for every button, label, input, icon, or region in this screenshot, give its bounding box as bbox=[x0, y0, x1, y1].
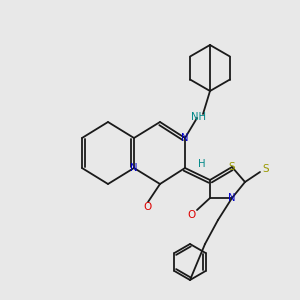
Text: S: S bbox=[263, 164, 269, 174]
Text: O: O bbox=[144, 202, 152, 212]
Text: H: H bbox=[198, 159, 206, 169]
Text: N: N bbox=[181, 133, 189, 143]
Text: N: N bbox=[228, 193, 236, 203]
Text: S: S bbox=[229, 162, 235, 172]
Text: NH: NH bbox=[191, 112, 206, 122]
Text: O: O bbox=[188, 210, 196, 220]
Text: N: N bbox=[130, 163, 138, 173]
